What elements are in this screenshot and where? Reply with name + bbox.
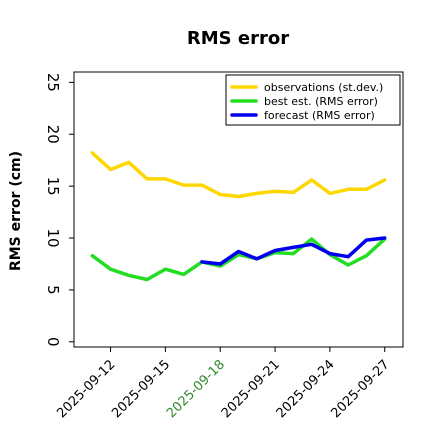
series-line-1 (90, 151, 387, 199)
plot-area (90, 151, 387, 282)
y-tick-label: 25 (44, 73, 62, 92)
x-tick-label: 2025-09-21 (219, 357, 283, 421)
x-tick-label: 2025-09-27 (329, 357, 393, 421)
x-tick-label: 2025-09-18 (164, 357, 228, 421)
y-tick-label: 20 (44, 125, 62, 144)
y-tick-label: 10 (44, 228, 62, 247)
series-line-2 (90, 237, 387, 282)
legend-label: observations (st.dev.) (264, 81, 383, 94)
y-tick-label: 0 (44, 337, 62, 347)
x-tick-label: 2025-09-12 (54, 357, 118, 421)
x-tick-label: 2025-09-24 (274, 357, 338, 421)
plot-frame (73, 71, 404, 348)
chart-title: RMS error (187, 28, 289, 49)
legend-label: forecast (RMS error) (264, 109, 375, 122)
series-line-3 (200, 236, 387, 266)
y-axis-label: RMS error (cm) (8, 151, 24, 271)
y-tick-label: 15 (44, 177, 62, 196)
legend-label: best est. (RMS error) (264, 95, 378, 108)
x-tick-label: 2025-09-15 (109, 357, 173, 421)
y-tick-label: 5 (44, 285, 62, 295)
legend: observations (st.dev.)best est. (RMS err… (225, 74, 401, 126)
